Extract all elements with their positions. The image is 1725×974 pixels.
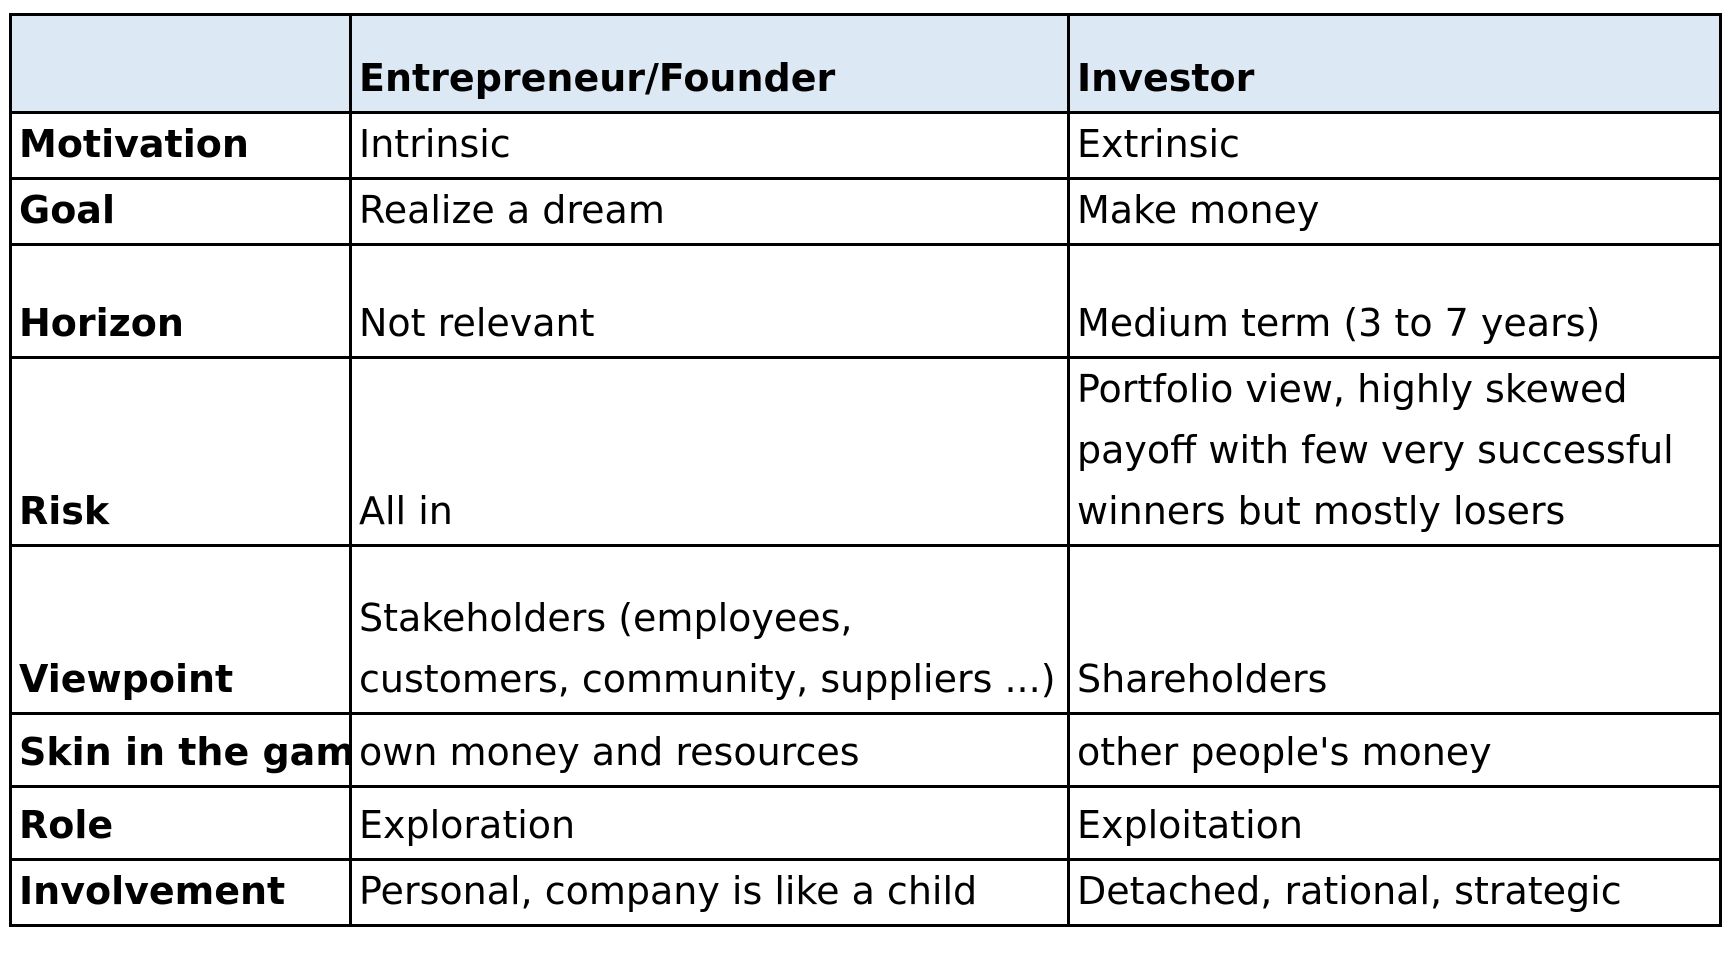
table-header-row: Entrepreneur/Founder Investor [9, 13, 1722, 114]
row-label-risk: Risk [9, 356, 352, 547]
header-cell-investor: Investor [1067, 13, 1722, 114]
cell-line: Make money [1077, 188, 1320, 232]
table-row-motivation: Motivation Intrinsic Extrinsic [9, 111, 1722, 180]
cell-investor-skin-in-the-game: other people's money [1067, 712, 1722, 788]
header-cell-empty [9, 13, 352, 114]
cell-investor-role: Exploitation [1067, 785, 1722, 861]
row-label-viewpoint: Viewpoint [9, 544, 352, 715]
cell-line: own money and resources [359, 730, 860, 774]
row-label-goal: Goal [9, 177, 352, 246]
cell-investor-risk: Portfolio view, highly skewed payoff wit… [1067, 356, 1722, 547]
row-label-skin-in-the-game: Skin in the game [9, 712, 352, 788]
cell-founder-goal: Realize a dream [349, 177, 1070, 246]
header-cell-founder: Entrepreneur/Founder [349, 13, 1070, 114]
row-label-horizon: Horizon [9, 243, 352, 359]
cell-line: other people's money [1077, 730, 1492, 774]
cell-line: Portfolio view, highly skewed [1077, 367, 1628, 411]
cell-line: Intrinsic [359, 122, 511, 166]
cell-founder-motivation: Intrinsic [349, 111, 1070, 180]
cell-line: customers, community, suppliers ...) [359, 657, 1056, 701]
row-label-role: Role [9, 785, 352, 861]
table-row-skin-in-the-game: Skin in the game own money and resources… [9, 712, 1722, 788]
cell-founder-skin-in-the-game: own money and resources [349, 712, 1070, 788]
row-label-motivation: Motivation [9, 111, 352, 180]
cell-investor-viewpoint: Shareholders [1067, 544, 1722, 715]
cell-line: Medium term (3 to 7 years) [1077, 301, 1601, 345]
cell-line: Exploration [359, 803, 576, 847]
cell-founder-role: Exploration [349, 785, 1070, 861]
cell-line: Detached, rational, strategic [1077, 869, 1622, 913]
table-row-risk: Risk All in Portfolio view, highly skewe… [9, 356, 1722, 547]
comparison-table: Entrepreneur/Founder Investor Motivation… [9, 13, 1722, 927]
cell-line: Stakeholders (employees, [359, 596, 853, 640]
cell-line: Shareholders [1077, 657, 1328, 701]
cell-founder-horizon: Not relevant [349, 243, 1070, 359]
cell-investor-motivation: Extrinsic [1067, 111, 1722, 180]
table-row-viewpoint: Viewpoint Stakeholders (employees, custo… [9, 544, 1722, 715]
cell-line: Extrinsic [1077, 122, 1240, 166]
table-row-goal: Goal Realize a dream Make money [9, 177, 1722, 246]
cell-founder-involvement: Personal, company is like a child [349, 858, 1070, 927]
cell-line: Personal, company is like a child [359, 869, 978, 913]
cell-line: All in [359, 489, 453, 533]
cell-line: Not relevant [359, 301, 595, 345]
cell-line: winners but mostly losers [1077, 489, 1566, 533]
table-row-horizon: Horizon Not relevant Medium term (3 to 7… [9, 243, 1722, 359]
cell-investor-horizon: Medium term (3 to 7 years) [1067, 243, 1722, 359]
cell-investor-goal: Make money [1067, 177, 1722, 246]
cell-founder-viewpoint: Stakeholders (employees, customers, comm… [349, 544, 1070, 715]
cell-founder-risk: All in [349, 356, 1070, 547]
cell-line: payoff with few very successful [1077, 428, 1674, 472]
cell-investor-involvement: Detached, rational, strategic [1067, 858, 1722, 927]
row-label-involvement: Involvement [9, 858, 352, 927]
cell-line: Realize a dream [359, 188, 665, 232]
table-row-involvement: Involvement Personal, company is like a … [9, 858, 1722, 927]
cell-line: Exploitation [1077, 803, 1303, 847]
table-row-role: Role Exploration Exploitation [9, 785, 1722, 861]
